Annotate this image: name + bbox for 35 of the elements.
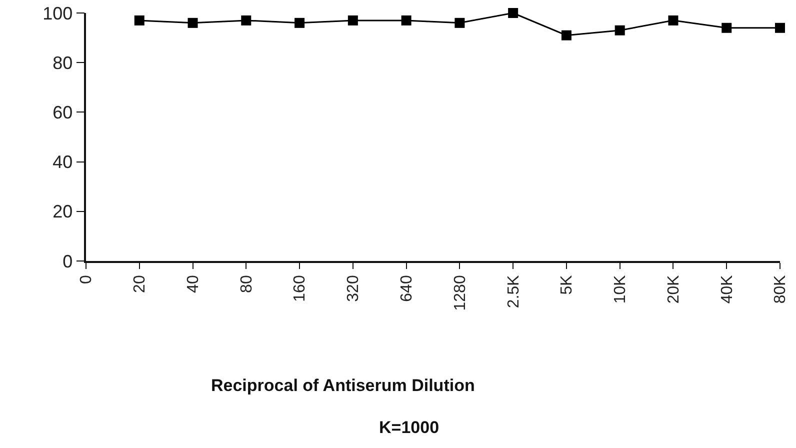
point (241, 15, 252, 26)
x-tick-label: 10K (612, 274, 630, 304)
point (668, 15, 678, 26)
point (454, 18, 465, 28)
x-tick-label: 20 (132, 275, 149, 293)
point (134, 15, 144, 26)
x-tick-label: 2.5K (505, 274, 522, 308)
y-tick-label: 80 (52, 52, 73, 73)
y-tick-label: 60 (52, 102, 73, 122)
x-tick-label: 80K (772, 274, 790, 304)
point (294, 18, 305, 28)
x-tick-label: 40 (184, 275, 202, 293)
point (561, 30, 572, 40)
text: K=1000 (379, 418, 440, 437)
x-tick-label: 640 (398, 275, 416, 302)
y-tick-label: 0 (62, 251, 73, 272)
x-axis-title: Reciprocal of Antiserum Dilution (211, 376, 475, 395)
x-tick-label: 0 (78, 275, 96, 284)
x-tick-label: 1280 (452, 275, 469, 311)
x-tick-label: 40K (718, 274, 736, 304)
point (722, 22, 732, 33)
y-tick-label: 100 (42, 3, 73, 24)
x-tick-label: 5K (558, 274, 576, 295)
x-tick-label: 160 (292, 275, 309, 302)
point (775, 22, 785, 33)
y-tick-label: 20 (52, 202, 73, 222)
x-tick-label: 20K (665, 274, 682, 304)
point (401, 15, 412, 26)
point (508, 8, 518, 18)
point (348, 15, 358, 26)
point (614, 25, 625, 36)
point (188, 18, 198, 28)
x-tick-label: 80 (238, 275, 256, 293)
y-tick-label: 40 (52, 152, 73, 172)
x-tick-label: 320 (345, 275, 362, 302)
